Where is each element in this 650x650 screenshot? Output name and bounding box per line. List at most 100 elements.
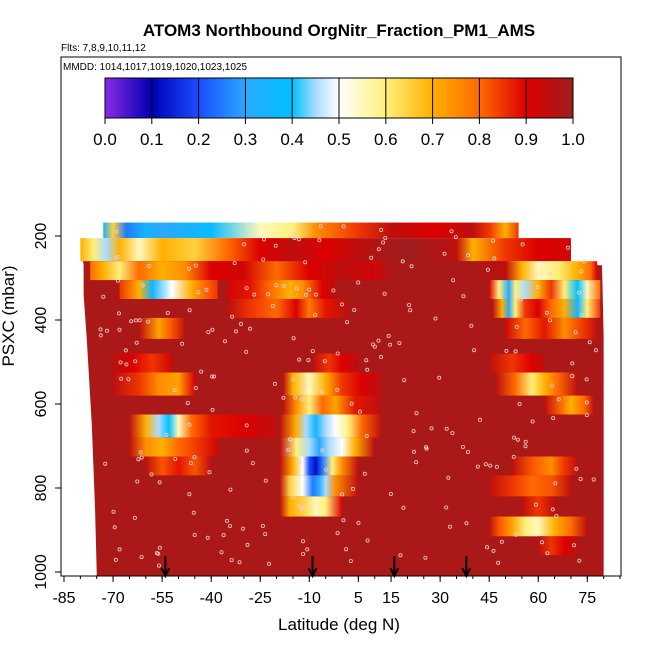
sample-point (187, 492, 192, 497)
sample-point (423, 555, 428, 560)
sample-point (512, 435, 517, 440)
data-band (489, 353, 545, 373)
sample-point (229, 558, 234, 563)
sample-point (423, 445, 428, 450)
sample-point (221, 533, 226, 538)
sample-point (219, 550, 224, 555)
sample-point (460, 444, 465, 449)
sample-point (397, 341, 402, 346)
sample-point (584, 377, 589, 382)
sample-point (379, 227, 384, 232)
sample-point (305, 547, 310, 552)
sample-point (320, 448, 325, 453)
sample-point (499, 539, 504, 544)
sample-point (341, 224, 346, 229)
sample-point (483, 462, 488, 467)
sample-point (212, 374, 217, 379)
sample-point (515, 437, 520, 442)
sample-point (540, 540, 545, 545)
sample-point (340, 492, 345, 497)
sample-point (156, 551, 161, 556)
data-band (283, 395, 382, 415)
sample-point (261, 257, 266, 262)
sample-point (407, 302, 412, 307)
data-band (495, 372, 578, 396)
sample-point (112, 525, 117, 530)
sample-point (199, 369, 204, 374)
sample-point (565, 245, 570, 250)
sample-point (126, 377, 131, 382)
sample-point (398, 553, 403, 558)
sample-point (113, 557, 118, 562)
sample-point (335, 351, 340, 356)
sample-point (307, 287, 312, 292)
data-band (489, 280, 601, 299)
sample-point (115, 278, 120, 283)
sample-point (352, 307, 357, 312)
sample-point (514, 324, 519, 329)
sample-point (356, 520, 361, 525)
sample-point (573, 330, 578, 335)
sample-point (345, 320, 350, 325)
sample-point (408, 308, 413, 313)
sample-point (306, 358, 311, 363)
flights-label: Flts: 7,8,9,10,11,12 (61, 43, 146, 54)
sample-point (286, 447, 291, 452)
sample-point (491, 548, 496, 553)
sample-point (205, 535, 210, 540)
sample-point (140, 283, 145, 288)
sample-point (322, 359, 327, 364)
sample-point (263, 532, 268, 537)
sample-point (233, 329, 238, 334)
sample-point (514, 532, 519, 537)
sample-point (584, 413, 589, 418)
sample-point (464, 521, 469, 526)
y-axis-label: PSXC (mbar) (0, 265, 18, 366)
sample-point (157, 480, 162, 485)
sample-point (548, 318, 553, 323)
data-band (90, 261, 598, 281)
sample-point (357, 409, 362, 414)
sample-point (314, 292, 319, 297)
sample-point (164, 432, 169, 437)
sample-point (301, 552, 306, 557)
sample-point (517, 401, 522, 406)
sample-point (111, 509, 116, 514)
sample-point (450, 431, 455, 436)
sample-point (556, 397, 561, 402)
data-band (129, 414, 277, 438)
sample-point (469, 323, 474, 328)
y-tick-label: 400 (33, 307, 50, 334)
y-axis: 200 400 600 800 1000 (33, 223, 61, 590)
sample-point (365, 538, 370, 543)
sample-point (511, 454, 516, 459)
sample-point (138, 450, 143, 455)
sample-point (139, 555, 144, 560)
sample-point (341, 518, 346, 523)
sample-point (591, 477, 596, 482)
sample-point (485, 267, 490, 272)
sample-point (238, 321, 243, 326)
sample-point (274, 283, 279, 288)
colorbar: 0.0 0.1 0.2 0.3 0.4 0.5 0.6 0.7 0.8 0.9 1.0 (93, 77, 585, 149)
sample-point (247, 326, 252, 331)
x-tick-label: 75 (578, 590, 596, 607)
sample-point (383, 235, 388, 240)
sample-point (579, 269, 584, 274)
colorbar-tick-label: 0.1 (140, 130, 164, 149)
sample-point (186, 266, 191, 271)
colorbar-tick-label: 1.0 (561, 130, 585, 149)
sample-point (492, 256, 497, 261)
sample-point (299, 506, 304, 511)
sample-point (185, 401, 190, 406)
data-band (139, 317, 186, 339)
data-band (312, 353, 359, 373)
colorbar-tick-label: 0.9 (514, 130, 538, 149)
sample-point (369, 255, 374, 260)
data-band (505, 317, 598, 339)
sample-point (300, 539, 305, 544)
sample-point (187, 308, 192, 313)
heatmap-field (80, 222, 604, 576)
data-band (279, 414, 382, 438)
